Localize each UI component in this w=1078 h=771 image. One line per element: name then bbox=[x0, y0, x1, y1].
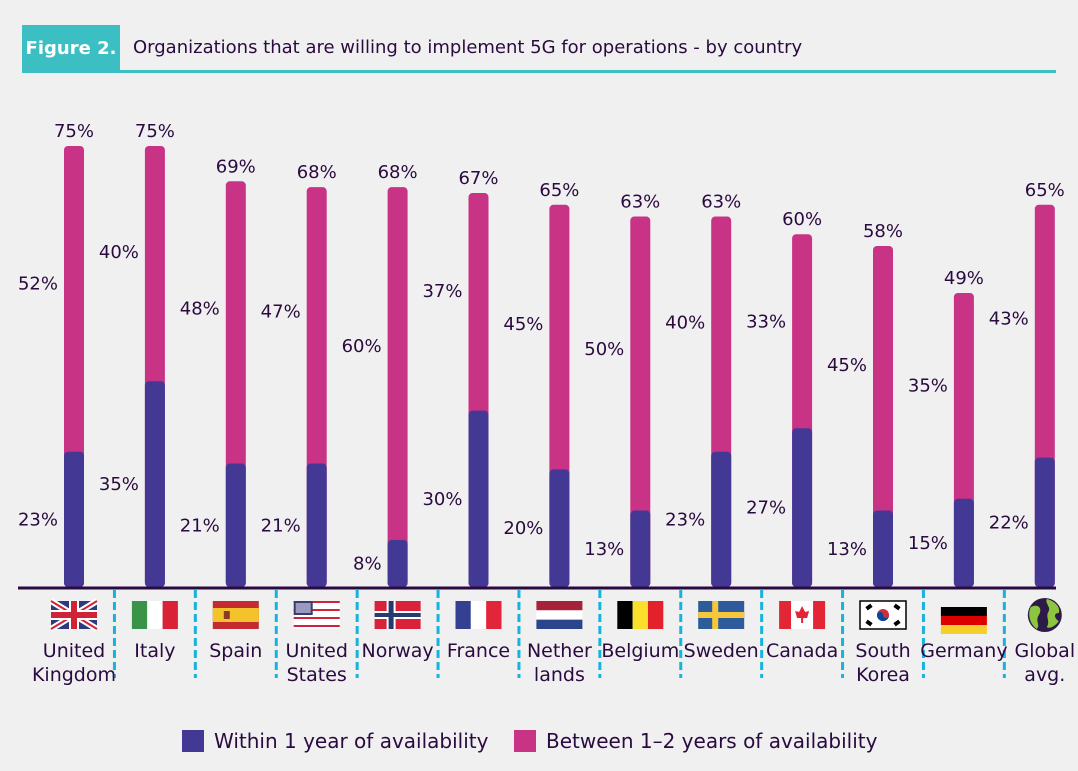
data-label-between-1-2-years: 52% bbox=[18, 274, 58, 295]
data-label-within-1-year: 21% bbox=[180, 515, 220, 536]
france-flag bbox=[455, 601, 502, 629]
data-label-between-1-2-years: 47% bbox=[261, 302, 301, 323]
category-label: Italy bbox=[134, 640, 175, 662]
us-flag bbox=[293, 601, 340, 629]
data-label-within-1-year: 22% bbox=[989, 512, 1029, 533]
category-label: States bbox=[287, 664, 347, 686]
figure-header: Figure 2. Organizations that are willing… bbox=[22, 25, 1056, 73]
bar-within-1-year bbox=[549, 469, 570, 587]
data-label-total: 68% bbox=[297, 162, 337, 183]
canada-flag bbox=[779, 601, 826, 629]
data-label-within-1-year: 15% bbox=[908, 533, 948, 554]
chart-legend: Within 1 year of availability Between 1–… bbox=[0, 726, 1078, 756]
data-label-total: 67% bbox=[458, 168, 498, 189]
legend-label-within-1-year: Within 1 year of availability bbox=[214, 729, 489, 753]
italy-flag bbox=[131, 601, 178, 629]
category-label: Nether bbox=[527, 640, 592, 662]
data-label-between-1-2-years: 40% bbox=[99, 242, 139, 263]
data-label-within-1-year: 8% bbox=[353, 553, 382, 574]
category-label: Korea bbox=[856, 664, 910, 686]
data-label-between-1-2-years: 33% bbox=[746, 312, 786, 333]
category-label: United bbox=[43, 640, 105, 662]
category-label: Sweden bbox=[684, 640, 759, 662]
category-label: Norway bbox=[362, 640, 434, 662]
bar-between-1-2-years bbox=[873, 245, 893, 587]
data-label-between-1-2-years: 45% bbox=[827, 355, 867, 376]
bar-within-1-year bbox=[873, 510, 893, 587]
category-label: Kingdom bbox=[32, 664, 116, 686]
category-label: United bbox=[285, 640, 347, 662]
bar-between-1-2-years bbox=[630, 216, 651, 587]
category-label: Global bbox=[1014, 640, 1075, 662]
bar-within-1-year bbox=[711, 451, 732, 587]
figure-label: Figure 2. bbox=[22, 25, 120, 73]
bar-within-1-year bbox=[144, 381, 165, 587]
belgium-flag bbox=[617, 601, 664, 629]
bar-between-1-2-years bbox=[387, 187, 408, 587]
category-label: Germany bbox=[920, 640, 1007, 662]
data-label-between-1-2-years: 35% bbox=[908, 376, 948, 397]
data-label-total: 65% bbox=[1025, 180, 1065, 201]
data-label-between-1-2-years: 40% bbox=[665, 312, 705, 333]
data-label-total: 49% bbox=[944, 268, 984, 289]
data-label-between-1-2-years: 60% bbox=[342, 336, 382, 357]
category-label: Spain bbox=[209, 640, 262, 662]
data-label-within-1-year: 30% bbox=[422, 489, 462, 510]
data-label-between-1-2-years: 43% bbox=[989, 309, 1029, 330]
bar-within-1-year bbox=[792, 428, 813, 587]
germany-flag bbox=[940, 607, 987, 634]
spain-flag bbox=[212, 601, 259, 629]
category-label: France bbox=[447, 640, 510, 662]
data-label-within-1-year: 23% bbox=[18, 509, 58, 530]
bar-within-1-year bbox=[1034, 457, 1055, 587]
data-label-between-1-2-years: 50% bbox=[584, 339, 624, 360]
data-label-within-1-year: 35% bbox=[99, 474, 139, 495]
bar-within-1-year bbox=[387, 539, 408, 587]
data-label-between-1-2-years: 45% bbox=[503, 314, 543, 335]
data-label-total: 75% bbox=[54, 121, 94, 142]
data-label-total: 69% bbox=[216, 156, 256, 177]
legend-swatch-between-1-2-years bbox=[514, 730, 536, 752]
data-label-within-1-year: 23% bbox=[665, 509, 705, 530]
data-label-total: 75% bbox=[135, 121, 175, 142]
netherlands-flag bbox=[536, 601, 583, 629]
bar-within-1-year bbox=[630, 510, 651, 587]
data-label-total: 60% bbox=[782, 209, 822, 230]
norway-flag bbox=[374, 601, 421, 629]
data-label-within-1-year: 21% bbox=[261, 515, 301, 536]
category-label: Canada bbox=[766, 640, 838, 662]
figure-title: Organizations that are willing to implem… bbox=[133, 37, 803, 58]
data-label-total: 58% bbox=[863, 221, 903, 242]
data-label-within-1-year: 20% bbox=[503, 518, 543, 539]
stacked-bar-chart: 75% 52% 23% 75% 40% 35% 69% 48% 21% 68% 47% 21% 68% 6… bbox=[18, 121, 1075, 686]
data-label-between-1-2-years: 37% bbox=[422, 281, 462, 302]
legend-label-between-1-2-years: Between 1–2 years of availability bbox=[546, 729, 878, 753]
header-rule bbox=[120, 70, 1056, 73]
bar-within-1-year bbox=[64, 451, 84, 587]
category-label: Belgium bbox=[601, 640, 679, 662]
data-label-total: 68% bbox=[378, 162, 418, 183]
data-label-total: 63% bbox=[620, 192, 660, 213]
data-label-total: 65% bbox=[539, 180, 579, 201]
data-label-total: 63% bbox=[701, 192, 741, 213]
bar-within-1-year bbox=[306, 463, 327, 587]
south-korea-flag bbox=[859, 600, 907, 630]
uk-flag bbox=[49, 598, 99, 632]
data-label-within-1-year: 13% bbox=[827, 539, 867, 560]
data-label-within-1-year: 27% bbox=[746, 498, 786, 519]
category-label: South bbox=[855, 640, 910, 662]
bar-within-1-year bbox=[225, 463, 246, 587]
legend-item-within-1-year: Within 1 year of availability bbox=[182, 726, 488, 756]
globe-icon bbox=[1027, 598, 1062, 632]
data-label-between-1-2-years: 48% bbox=[180, 298, 220, 319]
legend-swatch-within-1-year bbox=[182, 730, 204, 752]
bar-within-1-year bbox=[953, 498, 974, 587]
data-label-within-1-year: 13% bbox=[584, 539, 624, 560]
bar-within-1-year bbox=[468, 410, 489, 587]
legend-item-between-1-2-years: Between 1–2 years of availability bbox=[514, 726, 877, 756]
category-label: lands bbox=[534, 664, 585, 686]
category-label: avg. bbox=[1024, 664, 1065, 686]
sweden-flag bbox=[698, 601, 745, 629]
